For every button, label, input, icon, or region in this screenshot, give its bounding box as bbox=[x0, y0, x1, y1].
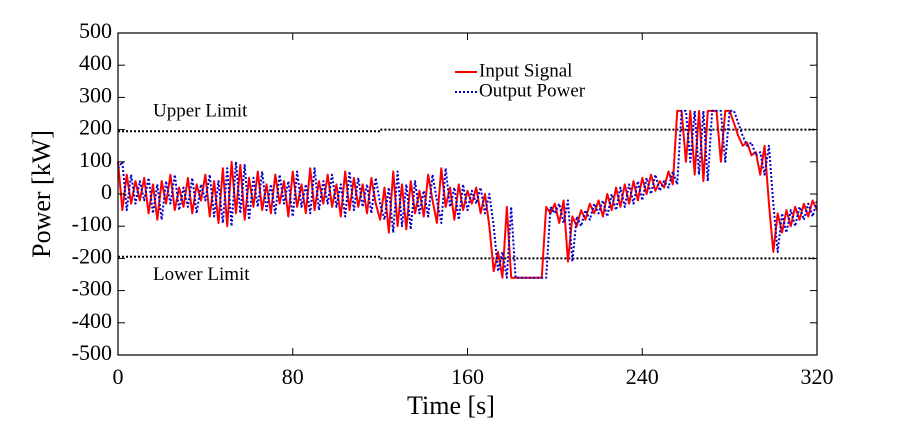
x-axis-label: Time [s] bbox=[407, 391, 495, 420]
y-tick-label: 100 bbox=[79, 147, 112, 172]
limit-label: Lower Limit bbox=[153, 264, 250, 285]
y-tick-label: 400 bbox=[79, 50, 112, 75]
legend-label: Output Power bbox=[479, 80, 586, 101]
y-tick-label: -400 bbox=[72, 308, 112, 333]
series-line bbox=[117, 109, 818, 279]
y-tick-label: -500 bbox=[72, 340, 112, 365]
x-tick-label: 320 bbox=[801, 364, 834, 389]
y-tick-label: -300 bbox=[72, 276, 112, 301]
y-tick-label: 200 bbox=[79, 115, 112, 140]
y-tick-label: 0 bbox=[101, 179, 112, 204]
limit-line bbox=[118, 255, 817, 260]
x-tick-label: 160 bbox=[451, 364, 484, 389]
y-tick-label: -100 bbox=[72, 211, 112, 236]
limit-label: Upper Limit bbox=[153, 101, 248, 122]
x-tick-label: 240 bbox=[626, 364, 659, 389]
x-tick-label: 0 bbox=[113, 364, 124, 389]
y-axis-label: Power [kW] bbox=[27, 130, 56, 258]
series-line bbox=[117, 109, 818, 279]
x-tick-label: 80 bbox=[282, 364, 304, 389]
y-tick-label: 500 bbox=[79, 18, 112, 43]
limit-line bbox=[118, 128, 817, 133]
legend-label: Input Signal bbox=[479, 60, 572, 81]
y-tick-label: 300 bbox=[79, 82, 112, 107]
y-tick-label: -200 bbox=[72, 243, 112, 268]
